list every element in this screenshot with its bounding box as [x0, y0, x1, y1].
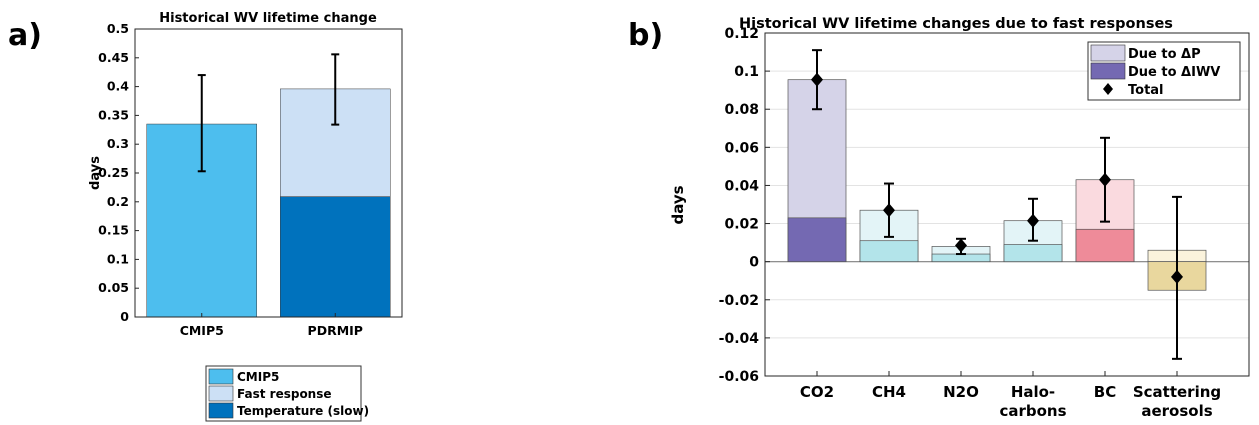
- legend-label-cmip5: CMIP5: [237, 370, 279, 384]
- total-marker-bc: [1099, 172, 1111, 187]
- x-tick-label-n2o: N2O: [943, 383, 979, 401]
- legend-label-due-to-diwv: Due to ΔIWV: [1128, 65, 1220, 80]
- y-tick-label: 0.35: [98, 107, 129, 122]
- y-tick-label: 0: [749, 255, 759, 271]
- x-tick-label-co2: CO2: [800, 383, 834, 401]
- total-marker-n2o: [955, 238, 967, 253]
- panel-b-error-bars: [811, 49, 1183, 360]
- panel-b-title: Historical WV lifetime changes due to fa…: [739, 16, 1173, 32]
- y-tick-label: 0.1: [734, 64, 759, 80]
- total-marker-co2: [811, 72, 823, 87]
- panel-b-ylabel: days: [669, 185, 687, 224]
- y-tick-label: -0.06: [719, 369, 759, 385]
- bar-bc-due-to-diwv: [1075, 228, 1135, 263]
- bar-halo-carbons-due-to-diwv: [1003, 244, 1063, 263]
- legend-label-temperature-slow: Temperature (slow): [237, 404, 369, 418]
- legend-label-total: Total: [1128, 83, 1164, 98]
- panel-a-title: Historical WV lifetime change: [159, 11, 377, 26]
- y-tick-label: 0.5: [107, 21, 129, 36]
- y-tick-label: 0.45: [98, 50, 129, 65]
- legend-swatch-temperature-slow: [208, 402, 234, 419]
- x-tick-label-pdrmip: PDRMIP: [308, 323, 363, 338]
- y-tick-label: 0.2: [107, 194, 129, 209]
- legend-label-fast-response: Fast response: [237, 387, 332, 401]
- panel-a-chart: Historical WV lifetime change days 0 0.05…: [88, 11, 403, 422]
- panel-b-x-ticks: CO2 CH4 N2O Halo-carbons BC Scattering aerosol…: [800, 371, 1221, 420]
- y-tick-label: 0.05: [98, 280, 129, 295]
- total-marker-halo-carbons: [1027, 213, 1039, 228]
- x-tick-label-bc: BC: [1094, 383, 1116, 401]
- y-tick-label: 0.25: [98, 165, 129, 180]
- bar-cmip5-cmip5: [146, 123, 257, 318]
- x-tick-label-scattering-aerosols: Scattering aerosols: [1133, 383, 1221, 420]
- y-tick-label: 0.1: [107, 251, 129, 266]
- legend-label-due-to-dp: Due to ΔP: [1128, 47, 1201, 62]
- bar-co2-due-to-diwv: [787, 217, 847, 263]
- panel-a-x-ticks: CMIP5 PDRMIP: [180, 313, 363, 338]
- panel-b-letter: b): [628, 18, 663, 53]
- panel-a-y-ticks: 0 0.05 0.1 0.15 0.2 0.25 0.3 0.35 0.4 0.45 0.5: [98, 21, 139, 324]
- y-tick-label: 0.08: [724, 102, 759, 118]
- y-tick-label: 0.02: [724, 217, 759, 233]
- panel-a-legend: CMIP5 Fast response Temperature (slow): [205, 365, 369, 422]
- y-tick-label: -0.04: [719, 331, 760, 347]
- panel-b-legend: Due to ΔP Due to ΔIWV Total: [1087, 41, 1241, 101]
- y-tick-label: 0.06: [724, 140, 759, 156]
- y-tick-label: 0.4: [107, 79, 129, 94]
- panel-a-error-bars: [197, 53, 340, 173]
- total-marker-ch4: [883, 203, 895, 218]
- legend-swatch-cmip5: [208, 368, 234, 385]
- panel-b-axes-frame: [764, 32, 1250, 377]
- bar-pdrmip-temperature-slow: [280, 196, 391, 318]
- panel-a-bars: [146, 88, 391, 318]
- y-tick-label: 0.15: [98, 223, 129, 238]
- legend-marker-total: [1103, 83, 1113, 95]
- x-tick-label-halo-carbons: Halo-carbons: [999, 383, 1066, 420]
- x-tick-label-cmip5: CMIP5: [180, 323, 224, 338]
- y-tick-label: 0.3: [107, 136, 129, 151]
- y-tick-label: 0.04: [724, 178, 759, 194]
- total-marker-scattering-aerosols: [1171, 269, 1183, 284]
- panel-b-chart: Historical WV lifetime changes due to fa…: [669, 16, 1250, 420]
- panel-a-letter: a): [8, 18, 42, 53]
- panel-a-ylabel: days: [88, 156, 103, 190]
- y-tick-label: 0.12: [724, 26, 759, 42]
- y-tick-label: -0.02: [719, 293, 759, 309]
- bar-ch4-due-to-diwv: [859, 240, 919, 263]
- bar-n2o-due-to-diwv: [931, 253, 991, 263]
- panel-b-y-ticks: -0.06 -0.04 -0.02 0 0.02 0.04 0.06 0.08 0.1 0.12: [719, 26, 770, 385]
- legend-swatch-fast-response: [208, 385, 234, 402]
- legend-swatch-due-to-dp: [1090, 44, 1126, 62]
- y-tick-label: 0: [120, 309, 129, 324]
- x-tick-label-ch4: CH4: [872, 383, 906, 401]
- legend-swatch-due-to-diwv: [1090, 62, 1126, 80]
